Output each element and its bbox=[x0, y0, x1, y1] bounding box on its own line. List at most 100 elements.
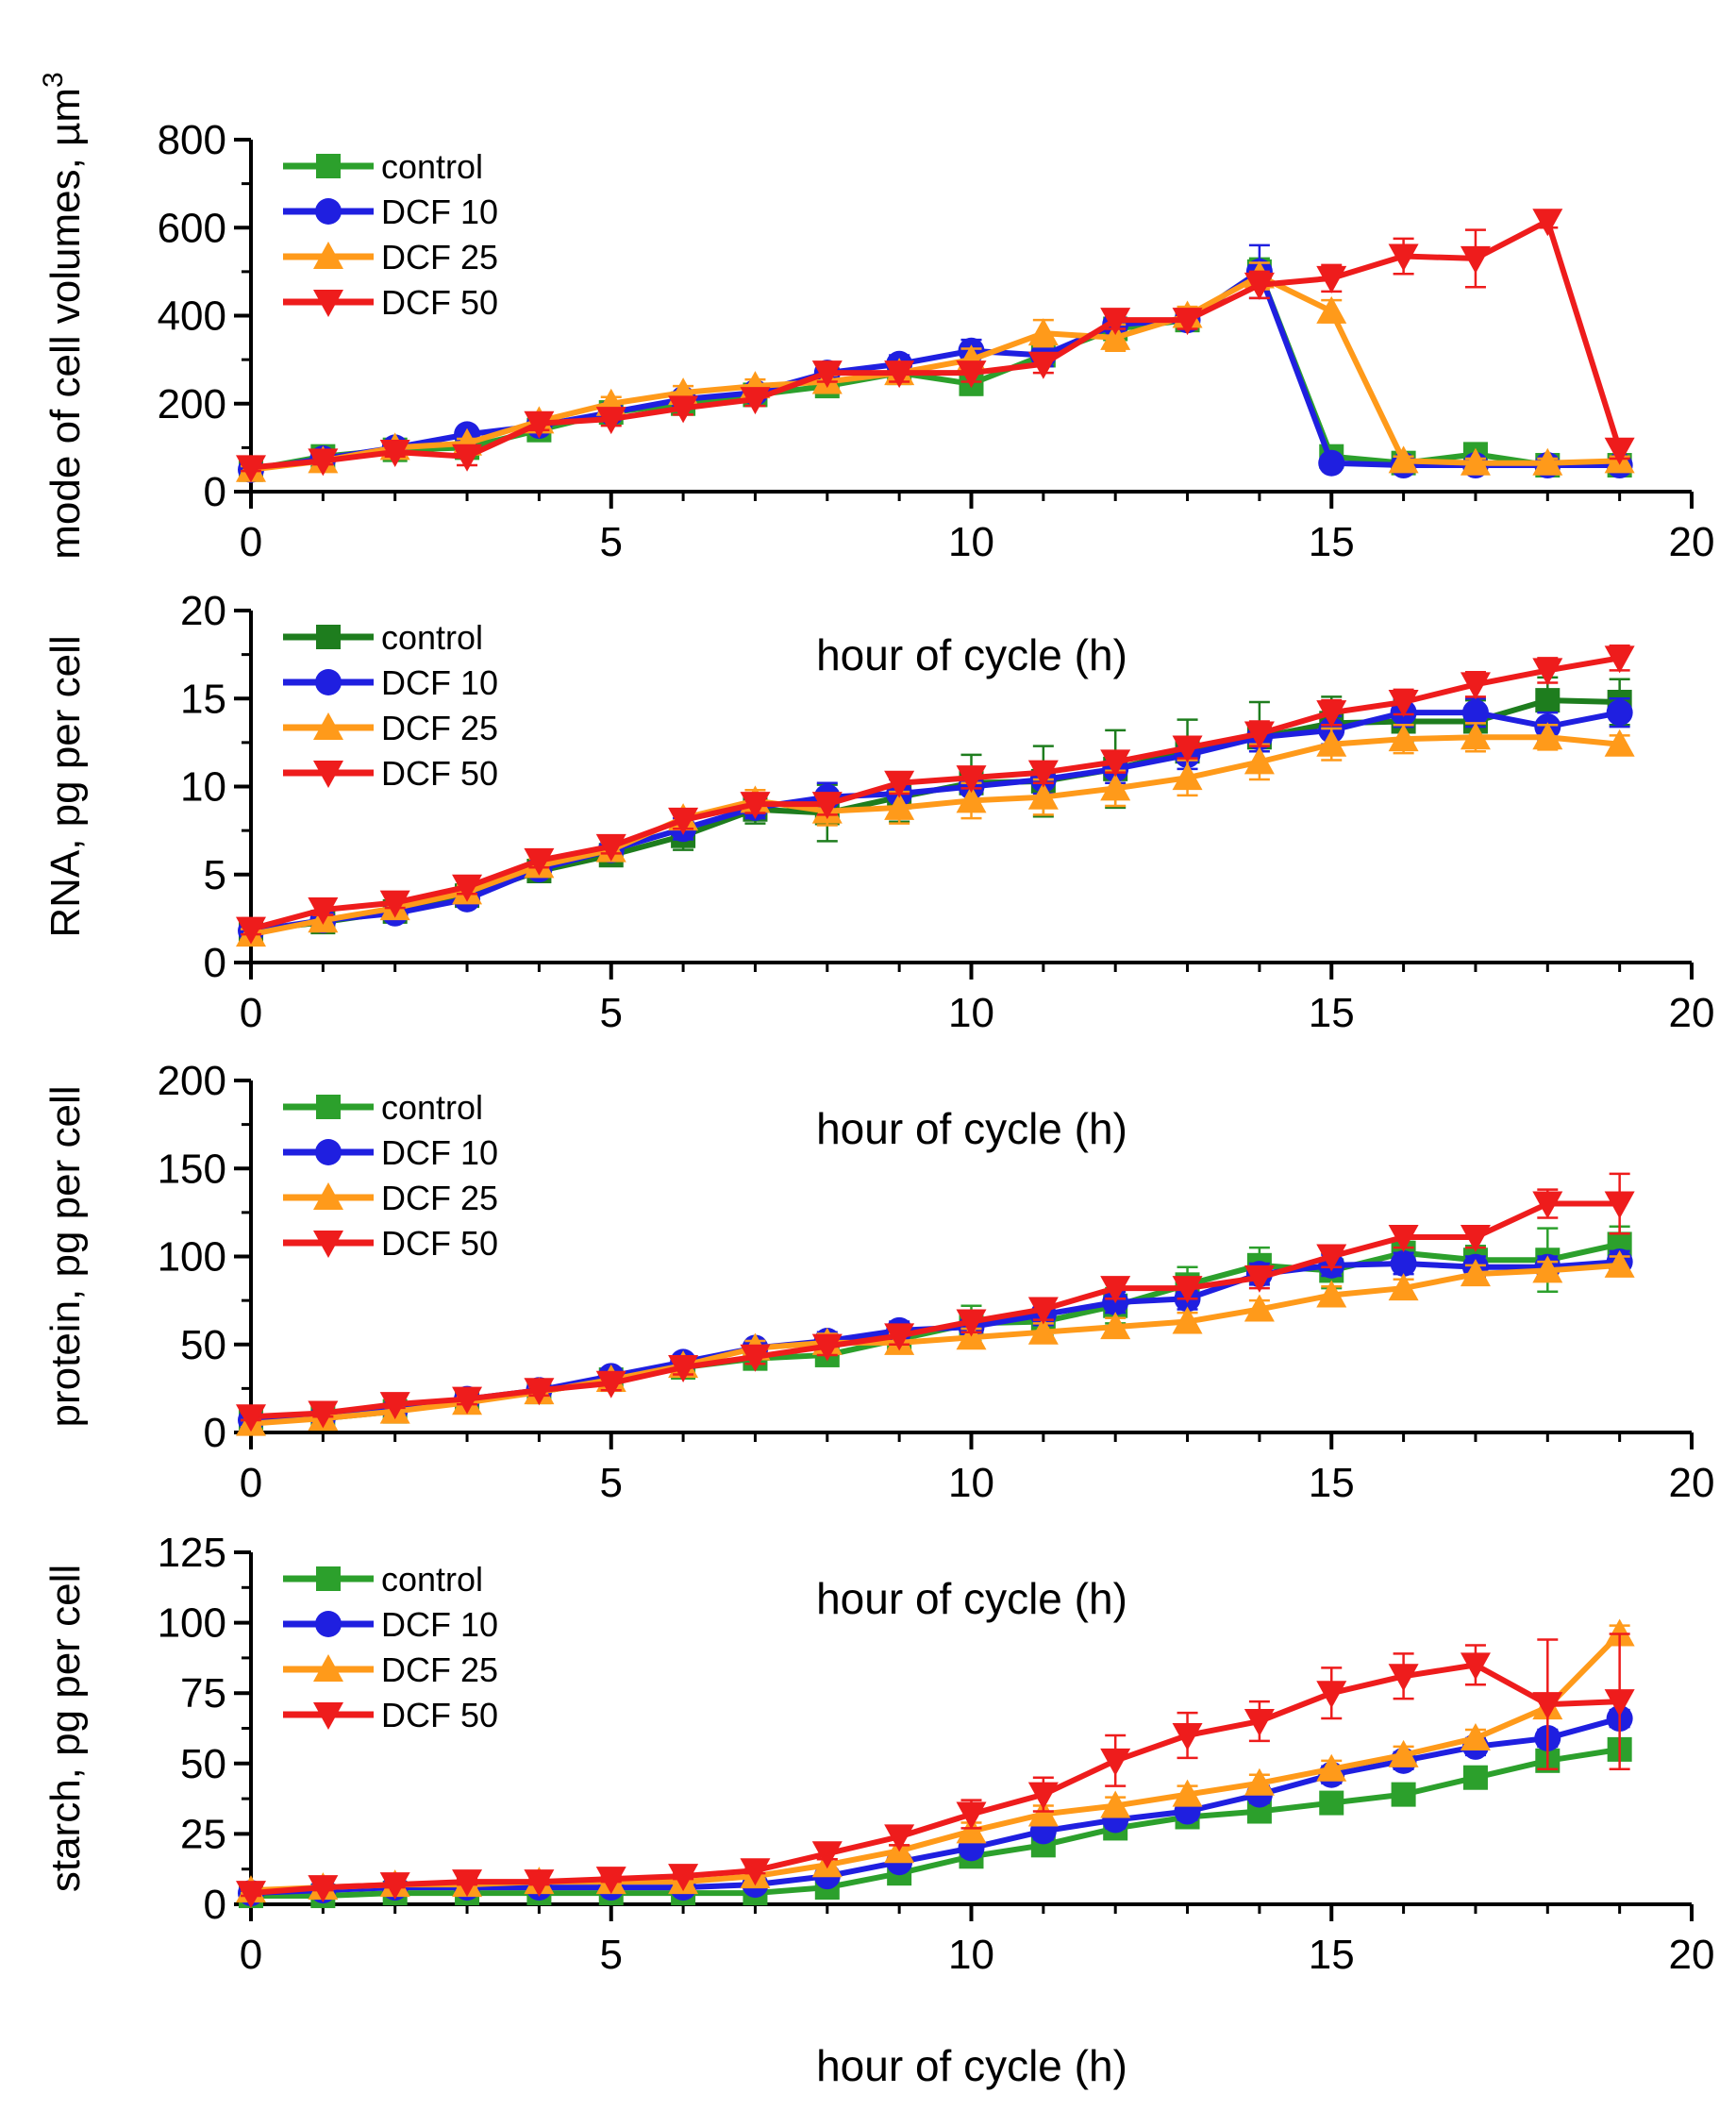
series-line bbox=[250, 655, 1621, 932]
data-point bbox=[1316, 1753, 1347, 1782]
data-point bbox=[1318, 449, 1345, 477]
data-point bbox=[524, 1869, 555, 1898]
data-point bbox=[1532, 1191, 1563, 1219]
legend-item: DCF 10 bbox=[283, 193, 498, 231]
x-tick-label: 20 bbox=[1669, 990, 1715, 1036]
data-point bbox=[1244, 746, 1275, 775]
series-dcf-50 bbox=[236, 645, 1635, 945]
x-tick-label: 20 bbox=[1669, 519, 1715, 565]
data-point bbox=[595, 407, 626, 435]
legend-marker bbox=[313, 1231, 343, 1258]
legend: control DCF 10 DCF 25 DCF 50 bbox=[283, 147, 498, 322]
data-point bbox=[956, 765, 987, 794]
y-tick-label: 50 bbox=[180, 1322, 226, 1368]
x-tick-label: 5 bbox=[600, 519, 623, 565]
legend-label: DCF 25 bbox=[381, 238, 498, 276]
legend-item: control bbox=[283, 618, 483, 657]
legend: control DCF 10 DCF 25 DCF 50 bbox=[283, 618, 498, 793]
data-point bbox=[1532, 722, 1563, 750]
y-axis-title: mode of cell volumes, µm3 bbox=[38, 72, 89, 559]
data-point bbox=[740, 1858, 771, 1886]
data-point bbox=[668, 1354, 699, 1382]
legend-marker bbox=[315, 198, 342, 225]
y-tick-label: 400 bbox=[158, 293, 226, 340]
series-dcf-50 bbox=[236, 1172, 1635, 1432]
data-point bbox=[956, 1801, 987, 1830]
data-point bbox=[1027, 1297, 1059, 1325]
y-tick-label: 0 bbox=[204, 1410, 226, 1456]
x-tick-label: 10 bbox=[948, 990, 994, 1036]
chart-panel-4: 0 25 50 75 100 125 0 5 10 15 20 starch, pg per cell… bbox=[42, 1530, 1714, 1978]
data-point bbox=[1100, 322, 1131, 350]
data-point bbox=[1100, 1276, 1131, 1304]
data-point bbox=[1244, 272, 1275, 300]
data-point bbox=[1462, 1765, 1488, 1790]
legend-label: DCF 25 bbox=[381, 709, 498, 747]
data-point bbox=[1460, 1722, 1491, 1750]
data-point bbox=[1316, 1280, 1347, 1308]
y-tick-label: 100 bbox=[158, 1600, 226, 1647]
y-axis-title: RNA, pg per cell bbox=[42, 635, 89, 937]
y-tick-label: 200 bbox=[158, 1058, 226, 1104]
x-tick-label: 20 bbox=[1669, 1460, 1715, 1506]
legend: control DCF 10 DCF 25 DCF 50 bbox=[283, 1560, 498, 1734]
legend-item: DCF 50 bbox=[283, 754, 498, 793]
x-tick-label: 5 bbox=[600, 1460, 623, 1506]
data-point bbox=[1532, 209, 1563, 237]
y-tick-label: 50 bbox=[180, 1741, 226, 1787]
data-point bbox=[379, 1392, 410, 1420]
legend-item: DCF 25 bbox=[283, 1650, 498, 1689]
legend-label: control bbox=[381, 618, 483, 657]
y-tick-label: 10 bbox=[180, 764, 226, 811]
x-tick-label: 10 bbox=[948, 1932, 994, 1978]
legend-marker bbox=[313, 1702, 343, 1730]
legend-label: DCF 10 bbox=[381, 1133, 498, 1172]
data-point bbox=[1316, 700, 1347, 729]
data-point bbox=[1390, 1249, 1417, 1277]
data-point bbox=[595, 1867, 626, 1895]
series-dcf-25 bbox=[236, 1249, 1635, 1436]
data-point bbox=[1100, 749, 1131, 778]
data-point bbox=[1100, 1790, 1131, 1818]
data-point bbox=[452, 874, 483, 902]
y-tick-label: 200 bbox=[158, 381, 226, 427]
legend-item: DCF 10 bbox=[283, 663, 498, 702]
data-point bbox=[1027, 318, 1059, 346]
x-axis-title: hour of cycle (h) bbox=[816, 1574, 1127, 1623]
data-point bbox=[1316, 1681, 1347, 1709]
y-tick-label: 20 bbox=[180, 588, 226, 634]
legend-item: DCF 25 bbox=[283, 238, 498, 276]
data-point bbox=[1027, 351, 1059, 379]
y-tick-label: 0 bbox=[204, 940, 226, 986]
x-tick-label: 15 bbox=[1309, 519, 1355, 565]
data-point bbox=[1244, 1709, 1275, 1737]
data-point bbox=[1100, 1312, 1131, 1340]
legend-label: DCF 25 bbox=[381, 1179, 498, 1217]
legend-label: control bbox=[381, 1088, 483, 1127]
x-tick-label: 0 bbox=[240, 519, 262, 565]
data-point bbox=[740, 792, 771, 820]
data-point bbox=[524, 1378, 555, 1406]
data-point bbox=[1604, 645, 1635, 674]
data-point bbox=[1604, 729, 1635, 757]
legend-item: control bbox=[283, 1088, 483, 1127]
legend-label: DCF 10 bbox=[381, 663, 498, 702]
data-point bbox=[1172, 735, 1203, 763]
x-tick-label: 10 bbox=[948, 1460, 994, 1506]
data-point bbox=[1172, 1722, 1203, 1750]
data-point bbox=[1604, 1191, 1635, 1219]
legend-marker bbox=[313, 1654, 343, 1682]
y-tick-label: 150 bbox=[158, 1146, 226, 1192]
data-point bbox=[811, 1333, 843, 1362]
chart-panel-3: 0 50 100 150 200 0 5 10 15 20 protein, pg per cell… bbox=[42, 1058, 1714, 1506]
data-point bbox=[1027, 1316, 1059, 1345]
x-tick-label: 15 bbox=[1309, 990, 1355, 1036]
y-axis-title: protein, pg per cell bbox=[42, 1086, 89, 1428]
data-point bbox=[452, 1869, 483, 1898]
y-tick-label: 25 bbox=[180, 1811, 226, 1857]
legend-item: DCF 50 bbox=[283, 1696, 498, 1734]
data-point bbox=[1388, 1273, 1419, 1301]
data-point bbox=[1316, 265, 1347, 293]
y-tick-label: 0 bbox=[204, 1882, 226, 1928]
legend-marker bbox=[313, 290, 343, 317]
